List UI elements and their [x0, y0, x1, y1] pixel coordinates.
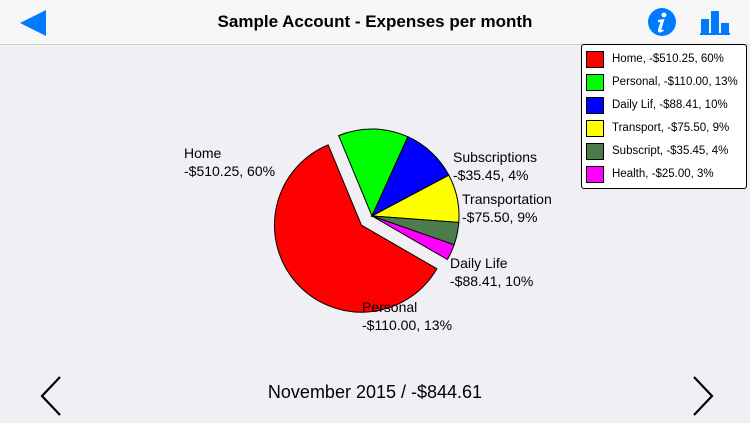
- pie-slice: [371, 215, 455, 261]
- slice-label-value: -$75.50, 9%: [462, 209, 538, 225]
- slice-label-value: -$88.41, 10%: [450, 273, 533, 289]
- slice-label-name: Subscriptions: [453, 149, 537, 165]
- legend-item: Home, -$510.25, 60%: [586, 50, 746, 70]
- pie-slice: [338, 128, 409, 218]
- slice-label-name: Transportation: [462, 191, 552, 207]
- previous-month-button[interactable]: [38, 374, 66, 418]
- legend-swatch: [586, 120, 604, 137]
- legend-label: Personal, -$110.00, 13%: [612, 76, 738, 88]
- legend-label: Daily Lif, -$88.41, 10%: [612, 99, 728, 111]
- legend-item: Personal, -$110.00, 13%: [586, 73, 746, 93]
- info-icon: [648, 8, 676, 36]
- slice-label-value: -$110.00, 13%: [362, 317, 452, 333]
- legend-swatch: [586, 51, 604, 68]
- legend-item: Subscript, -$35.45, 4%: [586, 142, 746, 162]
- bar-chart-icon: [700, 11, 730, 35]
- legend-swatch: [586, 143, 604, 160]
- legend-label: Transport, -$75.50, 9%: [612, 122, 730, 134]
- legend-item: Health, -$25.00, 3%: [586, 165, 746, 185]
- slice-label-value: -$510.25, 60%: [184, 163, 275, 179]
- chevron-right-icon: [693, 376, 714, 416]
- legend-item: Daily Lif, -$88.41, 10%: [586, 96, 746, 116]
- legend-swatch: [586, 97, 604, 114]
- legend-swatch: [586, 166, 604, 183]
- slice-label-name: Personal: [362, 299, 417, 315]
- info-button[interactable]: [647, 7, 677, 37]
- slice-label-name: Home: [184, 145, 222, 161]
- next-month-button[interactable]: [688, 374, 716, 418]
- slice-label-name: Daily Life: [450, 255, 508, 271]
- legend-label: Subscript, -$35.45, 4%: [612, 145, 729, 157]
- legend-label: Home, -$510.25, 60%: [612, 53, 724, 65]
- slice-label-value: -$35.45, 4%: [453, 167, 529, 183]
- back-button[interactable]: [18, 9, 50, 37]
- bar-chart-button[interactable]: [700, 9, 730, 35]
- legend-item: Transport, -$75.50, 9%: [586, 119, 746, 139]
- period-total-label: November 2015 / -$844.61: [267, 382, 483, 402]
- chevron-left-icon: [40, 376, 61, 416]
- pie-slice: [274, 144, 438, 313]
- page-title: Sample Account - Expenses per month: [217, 12, 533, 31]
- chart-legend: Home, -$510.25, 60% Personal, -$110.00, 1…: [581, 44, 747, 189]
- navigation-bar: Sample Account - Expenses per month: [0, 0, 750, 45]
- back-triangle-icon: [20, 10, 46, 36]
- legend-swatch: [586, 74, 604, 91]
- legend-label: Health, -$25.00, 3%: [612, 168, 714, 180]
